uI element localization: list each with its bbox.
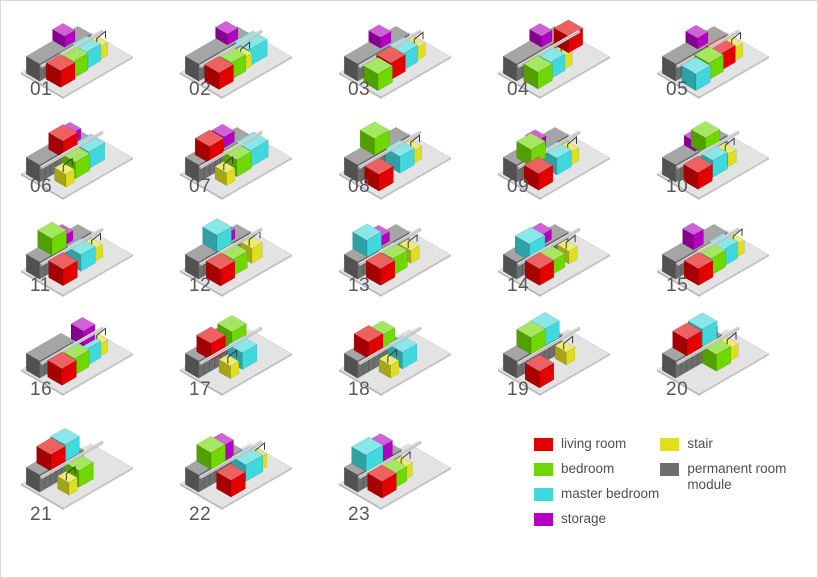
legend-column: living room bedroom master bedroom stora… [534,436,660,544]
variant-number: 01 [30,79,53,100]
house-isometric-drawing [20,121,133,200]
legend-color-swatch [660,438,680,451]
house-variant: 01 [13,3,172,104]
house-isometric-drawing [497,19,610,99]
house-isometric-drawing [179,218,292,297]
variant-number: 10 [666,176,689,197]
legend: living room bedroom master bedroom stora… [490,404,808,544]
variant-number: 11 [30,275,51,296]
house-isometric-drawing [338,24,451,99]
house-isometric-drawing [656,312,769,396]
variant-number: 07 [189,176,212,197]
house-variant: 06 [13,104,172,201]
house-variant: 08 [331,104,490,201]
house-variant: 05 [649,3,808,104]
legend-label: storage [561,510,607,526]
variant-number: 06 [30,176,53,197]
house-variant: 07 [172,104,331,201]
house-variant: 19 [490,300,649,404]
house-isometric-drawing [338,121,451,200]
legend-label: living room [561,436,627,451]
house-isometric-drawing [656,120,769,200]
variant-number: 17 [189,379,212,400]
house-variant: 04 [490,3,649,104]
house-variant: 23 [331,404,490,544]
house-isometric-drawing [497,127,610,200]
variant-number: 12 [189,275,212,296]
legend-label: stair [687,436,713,451]
legend-color-swatch [534,462,553,476]
house-variant: 17 [172,300,331,404]
variant-number: 20 [666,379,689,400]
house-isometric-drawing [656,24,769,99]
house-variant: 16 [13,300,172,404]
legend-item: stair [660,436,808,452]
house-isometric-drawing [497,222,610,297]
legend-color-swatch [534,487,553,501]
house-variant: 18 [331,300,490,404]
legend-item: storage [534,511,660,527]
legend-color-swatch [534,438,553,451]
house-isometric-drawing [20,23,133,99]
variant-number: 13 [348,275,371,296]
house-isometric-drawing [179,314,292,396]
variant-number: 23 [348,504,371,525]
house-variant: 03 [331,3,490,104]
legend-color-swatch [534,512,553,526]
house-variant: 10 [649,104,808,201]
house-variant: 22 [172,404,331,544]
house-variant: 15 [649,201,808,300]
house-isometric-drawing [656,222,769,297]
variant-number: 05 [666,79,689,100]
house-variant: 20 [649,300,808,404]
house-isometric-drawing [338,433,451,510]
variant-number: 04 [507,79,530,100]
house-variant: 11 [13,201,172,300]
house-variant: 21 [13,404,172,544]
house-isometric-drawing [179,123,292,200]
legend-item: master bedroom [534,486,660,502]
legend-column: stair permanent room module [660,436,808,544]
house-isometric-drawing [338,223,451,297]
legend-label: bedroom [561,460,615,476]
variant-number: 14 [507,275,530,296]
house-isometric-drawing [497,312,610,396]
house-isometric-drawing [338,320,451,396]
legend-item: bedroom [534,461,660,477]
legend-color-swatch [660,462,680,476]
variant-number: 18 [348,379,371,400]
house-isometric-drawing [20,427,133,510]
legend-item: living room [534,436,660,452]
variant-number: 21 [30,504,53,525]
variant-number: 15 [666,275,689,296]
house-isometric-drawing [20,221,133,297]
variant-number: 09 [507,176,530,197]
legend-item: permanent room module [660,461,808,493]
variant-number: 08 [348,176,371,197]
diagram-grid: 01 02 03 04 05 06 07 08 09 10 11 [1,1,817,544]
variant-number: 16 [30,379,53,400]
legend-label: master bedroom [561,485,660,501]
house-isometric-drawing [20,316,133,396]
legend-label: permanent room module [687,460,787,492]
variant-number: 19 [507,379,530,400]
variant-number: 03 [348,79,371,100]
house-variant: 12 [172,201,331,300]
house-variant: 14 [490,201,649,300]
house-isometric-drawing [179,432,292,510]
house-variant: 13 [331,201,490,300]
variant-number: 22 [189,504,212,525]
house-variant: 09 [490,104,649,201]
house-variant: 02 [172,3,331,104]
variant-number: 02 [189,79,212,100]
house-isometric-drawing [179,20,292,99]
